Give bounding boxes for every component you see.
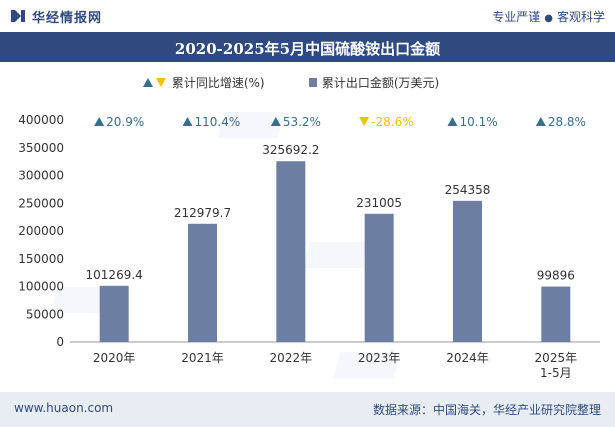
growth-up-icon-0 <box>94 117 105 126</box>
growth-up-icon-2 <box>270 117 281 126</box>
footer: www.huaon.com 数据来源：中国海关，华经产业研究院整理 <box>0 392 615 427</box>
growth-value-1: 110.4% <box>195 115 241 129</box>
growth-down-icon-3 <box>359 117 370 126</box>
x-tick-label-4: 2024年 <box>446 351 489 365</box>
footer-source: 数据来源：中国海关，华经产业研究院整理 <box>372 403 601 417</box>
bar-value-label-5: 99896 <box>537 269 575 283</box>
bar-value-labels: 101269.4 212979.7 325692.2 231005 254358 9989… <box>86 143 575 282</box>
growth-up-icon-1 <box>182 117 193 126</box>
x-tick-label-0: 2020年 <box>93 351 136 365</box>
growth-value-0: 20.9% <box>106 115 144 129</box>
bar-5 <box>541 286 571 342</box>
legend-growth: 累计同比增速(%) <box>142 74 265 91</box>
logo-text: 华经情报网 <box>32 11 103 26</box>
x-tick-label-3: 2023年 <box>358 351 401 365</box>
y-tick-label-1: 50000 <box>26 307 64 321</box>
bar-2 <box>276 161 306 342</box>
growth-label-group-0: 20.9% <box>94 115 144 129</box>
tagline-b: 客观科学 <box>556 10 605 24</box>
legend-growth-triangles-icon <box>143 78 166 87</box>
bar-value-label-1: 212979.7 <box>174 206 231 220</box>
tagline: 专业严谨 ● 客观科学 <box>492 8 605 25</box>
growth-labels: 20.9% 110.4% 53.2% -28.6% 10.1% 28.8% <box>94 115 586 129</box>
growth-up-icon-5 <box>535 117 546 126</box>
footer-site: www.huaon.com <box>14 401 114 415</box>
legend-export-label: 累计出口金额(万美元) <box>321 76 440 90</box>
tagline-separator: ● <box>544 13 553 24</box>
bar-value-label-3: 231005 <box>356 196 402 210</box>
growth-label-group-3: -28.6% <box>359 115 414 129</box>
bar-3 <box>364 213 394 342</box>
bar-1 <box>188 223 217 342</box>
bar-0 <box>99 285 129 342</box>
legend-export: 累计出口金额(万美元) <box>308 74 439 91</box>
chart-title: 2020-2025年5月中国硫酸铵出口金额 <box>174 40 441 58</box>
watermarks <box>50 112 401 378</box>
y-axis-ticks: 0 50000 100000 150000 200000 250000 300000 3500… <box>18 113 64 349</box>
bar-chart: 0 50000 100000 150000 200000 250000 300000 3500… <box>18 112 600 380</box>
tagline-a: 专业严谨 <box>492 10 541 24</box>
growth-up-icon-4 <box>447 117 458 126</box>
growth-label-group-2: 53.2% <box>270 115 321 129</box>
y-tick-label-5: 250000 <box>18 196 64 210</box>
top-bar: 华经情报网 专业严谨 ● 客观科学 <box>0 0 615 32</box>
y-tick-label-2: 100000 <box>18 280 64 294</box>
title-bar: 2020-2025年5月中国硫酸铵出口金额 <box>0 32 615 62</box>
growth-value-3: -28.6% <box>371 115 413 129</box>
y-tick-label-3: 150000 <box>18 252 64 266</box>
x-tick-label-5-0: 2025年 <box>535 351 578 365</box>
watermark-block-3 <box>217 112 285 138</box>
x-tick-label-5-1: 1-5月 <box>540 366 572 380</box>
chart-legend: 累计同比增速(%) 累计出口金额(万美元) <box>0 74 615 92</box>
bars <box>99 161 571 342</box>
growth-value-2: 53.2% <box>283 115 321 129</box>
y-tick-label-7: 350000 <box>18 141 64 155</box>
bar-value-label-4: 254358 <box>445 183 491 197</box>
y-tick-label-8: 400000 <box>18 113 64 127</box>
growth-value-4: 10.1% <box>460 115 498 129</box>
logo-icon <box>11 10 25 22</box>
growth-label-group-1: 110.4% <box>182 115 241 129</box>
bar-4 <box>453 200 482 342</box>
growth-label-group-5: 28.8% <box>535 115 586 129</box>
y-tick-label-0: 0 <box>56 335 64 349</box>
growth-label-group-4: 10.1% <box>447 115 498 129</box>
growth-value-5: 28.8% <box>548 115 586 129</box>
watermark-block-1 <box>302 242 370 268</box>
legend-export-swatch-icon <box>309 78 317 87</box>
watermark-block-2 <box>333 352 401 378</box>
x-tick-label-2: 2022年 <box>270 351 313 365</box>
y-tick-label-6: 300000 <box>18 169 64 183</box>
bar-value-label-0: 101269.4 <box>86 268 143 282</box>
x-tick-label-1: 2021年 <box>181 351 224 365</box>
legend-growth-label: 累计同比增速(%) <box>171 76 265 90</box>
y-tick-label-4: 200000 <box>18 224 64 238</box>
bar-value-label-2: 325692.2 <box>262 143 319 157</box>
